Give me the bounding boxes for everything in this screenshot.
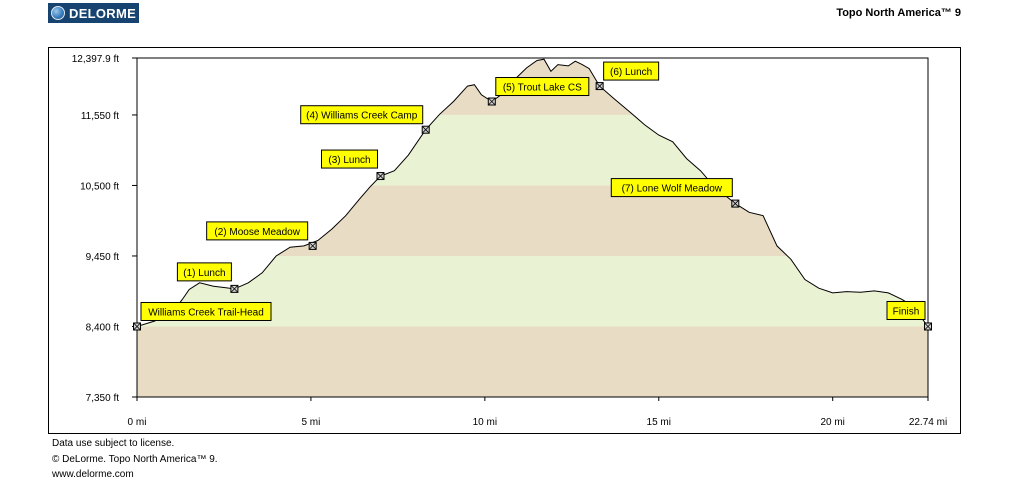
waypoint-marker-cross	[133, 323, 141, 330]
waypoint-label: Finish	[893, 306, 920, 317]
website-link[interactable]: www.delorme.com	[52, 469, 134, 480]
waypoint-marker-cross	[732, 200, 739, 207]
x-tick-label: 20 mi	[820, 417, 844, 428]
sky-area	[137, 58, 928, 327]
waypoint: (4) Williams Creek Camp	[300, 105, 430, 134]
waypoint-marker-cross	[924, 323, 932, 330]
waypoint: (2) Moose Meadow	[206, 221, 317, 250]
waypoint-label: (4) Williams Creek Camp	[306, 111, 418, 122]
product-title: Topo North America™ 9	[836, 7, 961, 19]
y-tick-label: 10,500 ft	[80, 181, 119, 192]
plot-area-border	[136, 57, 929, 398]
globe-icon	[51, 6, 65, 20]
waypoint-label-box	[886, 300, 926, 320]
waypoint-label-box	[140, 301, 272, 321]
waypoint-label: (7) Lone Wolf Meadow	[622, 184, 723, 195]
waypoint-marker-cross	[422, 126, 429, 133]
x-tick-label: 0 mi	[128, 417, 147, 428]
y-tick-label: 7,350 ft	[86, 393, 120, 404]
waypoint-label: (6) Lunch	[610, 67, 652, 78]
x-tick-label: 15 mi	[647, 417, 671, 428]
elevation-profile-line	[136, 58, 929, 327]
elevation-band	[137, 326, 928, 397]
waypoint: (3) Lunch	[320, 149, 385, 181]
waypoint-label: (3) Lunch	[328, 155, 370, 166]
chart-frame	[48, 47, 961, 434]
y-tick-label: 8,400 ft	[86, 322, 120, 333]
waypoint-marker-cross	[596, 82, 603, 90]
profile-line-group	[136, 58, 929, 327]
waypoint: (7) Lone Wolf Meadow	[610, 178, 740, 208]
waypoint-label-box	[603, 61, 660, 81]
logo-text: DELORME	[69, 5, 137, 21]
waypoint-label-box	[300, 105, 424, 125]
copyright-text: © DeLorme. Topo North America™ 9.	[52, 453, 218, 465]
waypoint-marker-cross	[488, 98, 496, 105]
x-tick-label: 10 mi	[473, 417, 497, 428]
license-text: Data use subject to license.	[52, 438, 175, 449]
y-tick-label: 9,450 ft	[86, 252, 120, 263]
waypoint-marker-cross	[377, 172, 384, 180]
waypoint-label-box	[320, 149, 378, 169]
waypoint-label: Williams Creek Trail-Head	[148, 307, 264, 318]
waypoint-marker-cross	[231, 285, 238, 293]
waypoint-marker-cross	[309, 242, 316, 250]
waypoint-label-box	[206, 221, 309, 241]
x-tick-label: 5 mi	[301, 417, 320, 428]
waypoint-label-box	[495, 77, 590, 97]
waypoint: Finish	[886, 300, 932, 331]
x-tick-label: 22.74 mi	[909, 417, 947, 428]
waypoint-label: (2) Moose Meadow	[214, 227, 300, 238]
footer: Data use subject to license. © DeLorme. …	[52, 436, 218, 483]
waypoint: (1) Lunch	[176, 262, 239, 293]
waypoint-label: (5) Trout Lake CS	[503, 83, 582, 94]
delorme-logo: DELORME	[48, 3, 139, 23]
waypoint: (5) Trout Lake CS	[487, 77, 590, 106]
waypoint-label: (1) Lunch	[183, 268, 225, 279]
y-tick-label: 11,550 ft	[81, 111, 119, 122]
waypoint: Williams Creek Trail-Head	[133, 301, 272, 331]
waypoints-group: Williams Creek Trail-Head (1) Lunch (2) Mo…	[133, 61, 932, 331]
y-tick-label: 12,397.9 ft	[72, 54, 119, 65]
waypoint: (6) Lunch	[595, 61, 660, 91]
sky-fill	[137, 58, 928, 327]
waypoint-label-box	[610, 178, 733, 198]
waypoint-label-box	[176, 262, 232, 282]
axes: 12,397.9 ft 11,550 ft 10,500 ft 9,450 ft 8,4…	[72, 54, 947, 428]
